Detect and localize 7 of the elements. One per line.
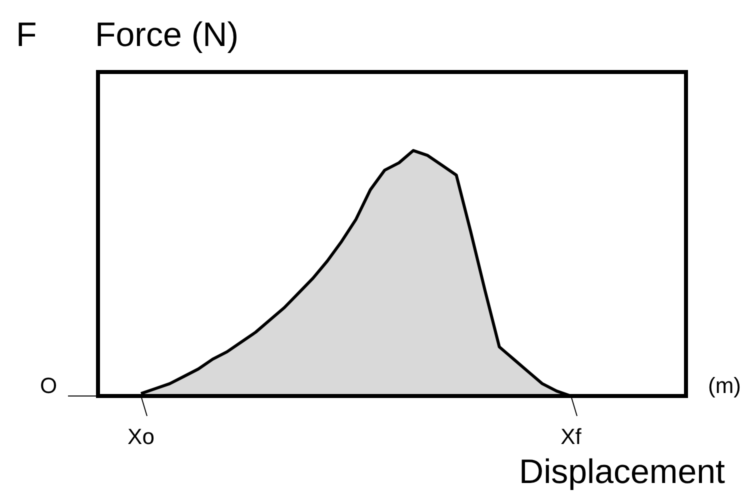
- x-tick-label: Xf: [560, 424, 582, 449]
- text: (m): [708, 373, 741, 398]
- text: O: [40, 373, 58, 398]
- chart-title: Force (N): [95, 16, 239, 54]
- x-axis-title: Displacement: [519, 453, 726, 491]
- text: F: [16, 16, 37, 54]
- x-tick-label: Xo: [128, 424, 154, 449]
